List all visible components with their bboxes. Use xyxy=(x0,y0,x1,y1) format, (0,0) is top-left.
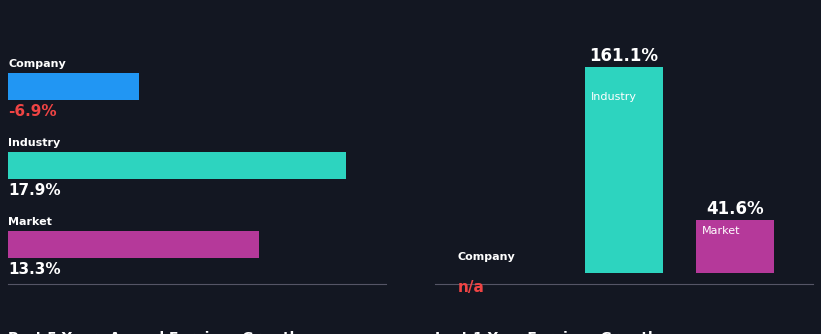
Text: Last 1 Year Earnings Growth: Last 1 Year Earnings Growth xyxy=(435,331,658,334)
Text: 161.1%: 161.1% xyxy=(589,47,658,65)
Text: Company: Company xyxy=(8,59,66,69)
Text: Market: Market xyxy=(8,217,52,227)
Bar xyxy=(8,152,346,179)
Text: -6.9%: -6.9% xyxy=(8,104,57,119)
Bar xyxy=(8,230,259,258)
Text: Company: Company xyxy=(457,252,515,262)
Text: 13.3%: 13.3% xyxy=(8,262,61,277)
Bar xyxy=(585,67,663,273)
Text: 41.6%: 41.6% xyxy=(706,200,764,218)
Text: n/a: n/a xyxy=(457,280,484,295)
Text: Industry: Industry xyxy=(590,92,636,102)
Bar xyxy=(696,220,774,273)
Bar xyxy=(8,73,139,100)
Text: Industry: Industry xyxy=(8,138,61,148)
Text: Past 5 Years Annual Earnings Growth: Past 5 Years Annual Earnings Growth xyxy=(8,331,300,334)
Text: Market: Market xyxy=(702,226,741,236)
Text: 17.9%: 17.9% xyxy=(8,183,61,198)
